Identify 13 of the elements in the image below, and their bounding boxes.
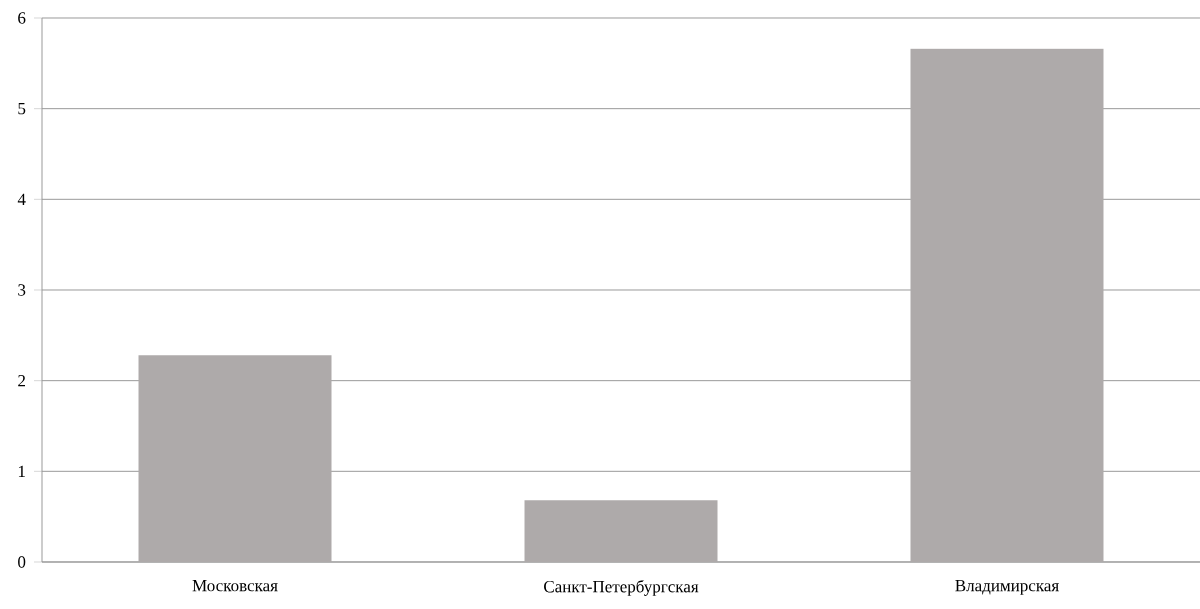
y-tick-label: 3 bbox=[18, 284, 26, 296]
y-tick-label: 4 bbox=[17, 193, 26, 205]
y-tick-label: 0 bbox=[18, 556, 26, 568]
x-tick-label: Санкт-Петербургская bbox=[544, 580, 699, 596]
x-tick-label: Московская bbox=[192, 580, 278, 592]
bar bbox=[524, 500, 718, 562]
y-tick-label: 5 bbox=[18, 103, 26, 115]
bar bbox=[910, 48, 1104, 562]
y-tick-label: 1 bbox=[18, 465, 25, 477]
bar bbox=[138, 355, 332, 562]
y-tick-label: 6 bbox=[18, 12, 26, 24]
x-tick-label: Владимирская bbox=[955, 580, 1059, 595]
y-tick-label: 2 bbox=[18, 375, 25, 387]
